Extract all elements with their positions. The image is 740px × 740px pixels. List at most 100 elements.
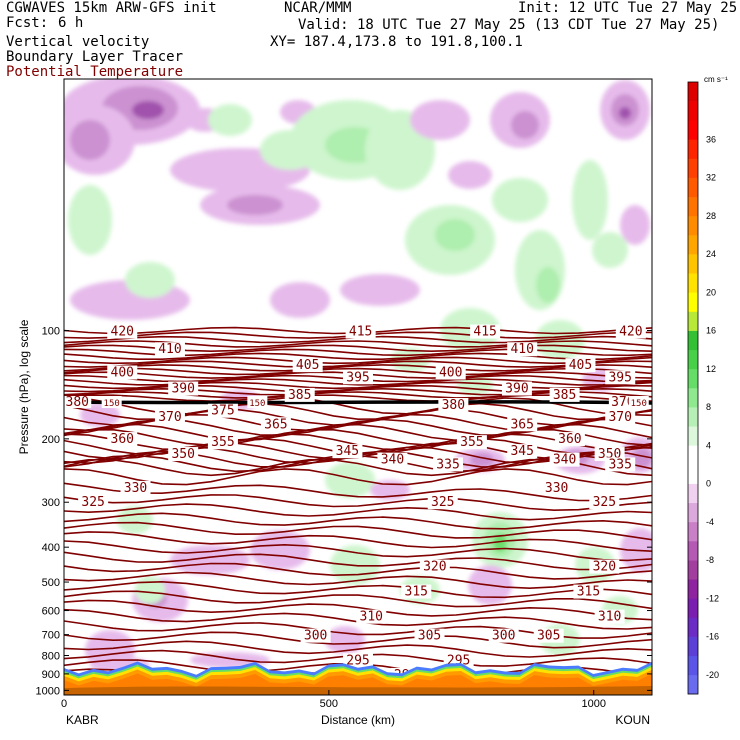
theta-contour-line [64,378,652,386]
theta-label: 310 [598,610,621,625]
tropopause-label-bg [101,396,122,409]
theta-contour-line [64,423,652,442]
colorbar-swatch [688,196,698,217]
theta-contour-line [64,640,652,658]
forecast-hour: 6 h [58,15,84,31]
colorbar-label: 20 [706,287,716,297]
theta-label: 365 [510,417,533,432]
theta-contour-line [64,360,652,368]
theta-label: 400 [111,366,134,381]
theta-label-bg [419,559,450,574]
theta-label-bg [168,447,199,462]
theta-label-bg [332,444,363,459]
theta-label: 345 [336,444,359,459]
y-tick-label: 100 [42,326,60,338]
colorbar-swatch [688,311,698,331]
theta-label-bg [554,432,585,447]
theta-label-bg [533,628,564,643]
colorbar-swatch [688,521,698,542]
theta-label: 395 [608,370,631,385]
theta-label-bg [168,381,199,396]
theta-label-bg [507,417,538,432]
colorbar-swatch [688,674,698,695]
theta-label-bg [549,452,580,467]
colorbar-swatch [688,215,698,236]
theta-label: 350 [171,447,194,462]
y-tick-label: 900 [42,669,60,681]
theta-contour-line [64,428,652,447]
theta-contour-line [64,551,652,571]
theta-contour-line [64,356,652,365]
theta-contour-line [64,540,652,562]
theta-label-bg [207,435,238,450]
theta-label-bg [345,324,376,339]
theta-label-bg [594,609,625,624]
colorbar-frame [687,81,699,695]
theta-contour-line [64,367,652,376]
theta-label: 315 [577,585,600,600]
theta-label-bg [356,609,387,624]
theta-label: 420 [619,325,642,340]
theta-label-bg [507,342,538,357]
valid-time: Valid: 18 UTC Tue 27 May 25 (13 CDT Tue … [298,17,720,33]
theta-contour-line [64,352,652,360]
colorbar-swatch [688,655,698,676]
theta-label: 345 [510,444,533,459]
theta-label: 305 [537,629,560,644]
theta-label: 330 [124,481,147,496]
colorbar-swatch [688,139,698,159]
theta-contour-line [64,562,652,580]
terrain-tracer [64,661,652,695]
y-tick-label: 400 [42,542,60,554]
potential-temperature-contours: 420 420 415 415 410 410 405 405 400 400 395 395 390 3… [64,324,652,695]
colorbar-swatch [688,541,698,561]
model-title: CGWAVES 15km ARW-GFS init [6,0,217,16]
theta-label: 325 [593,495,616,510]
theta-label-bg [589,495,620,510]
theta-contour-line [64,580,652,599]
colorbar: -20 -16 -12 -8 -4 0 4 8 12 16 20 24 28 32 36 cm s⁻¹ [687,75,728,695]
theta-label: 375 [211,404,234,419]
theta-label: 410 [158,342,181,357]
theta-label-bg [565,358,596,373]
theta-label: 405 [569,358,592,373]
colorbar-units: cm s⁻¹ [704,75,728,84]
colorbar-label: 24 [706,249,716,259]
theta-label: 385 [553,388,576,403]
theta-label-bg [377,452,408,467]
colorbar-label: -12 [706,593,719,603]
theta-contour-line [64,364,652,372]
colorbar-swatch [688,579,698,599]
theta-label: 320 [423,560,446,575]
init-time: Init: 12 UTC Tue 27 May 25 [518,0,738,16]
colorbar-swatch [688,636,698,657]
colorbar-label: -4 [706,517,714,527]
theta-contour-line [64,599,652,621]
y-tick-label: 700 [42,630,60,642]
tropopause-line [64,400,652,405]
colorbar-swatch [688,330,698,351]
theta-label: 360 [558,432,581,447]
y-tick-label: 800 [42,651,60,663]
theta-label-bg [414,628,445,643]
tropopause-label: 150 [104,399,120,409]
colorbar-swatch [688,560,698,580]
theta-label: 370 [158,410,181,425]
theta-label: 390 [505,382,528,397]
colorbar-label: 32 [706,173,716,183]
theta-label-bg [120,480,151,495]
colorbar-swatch [688,368,698,389]
left-endpoint-label: KABR [66,713,99,727]
theta-contour-line [64,482,652,502]
colorbar-swatch [688,502,698,523]
theta-label-bg [154,410,185,425]
x-tick-label: 500 [320,698,338,710]
theta-contour-line [64,494,652,512]
colorbar-label: 36 [706,134,716,144]
theta-label-bg [433,457,464,472]
theta-label: 355 [211,435,234,450]
colorbar-label: 8 [706,402,711,412]
colorbar-swatch [688,158,698,178]
theta-label: 415 [349,325,372,340]
theta-contour-line [64,590,652,610]
